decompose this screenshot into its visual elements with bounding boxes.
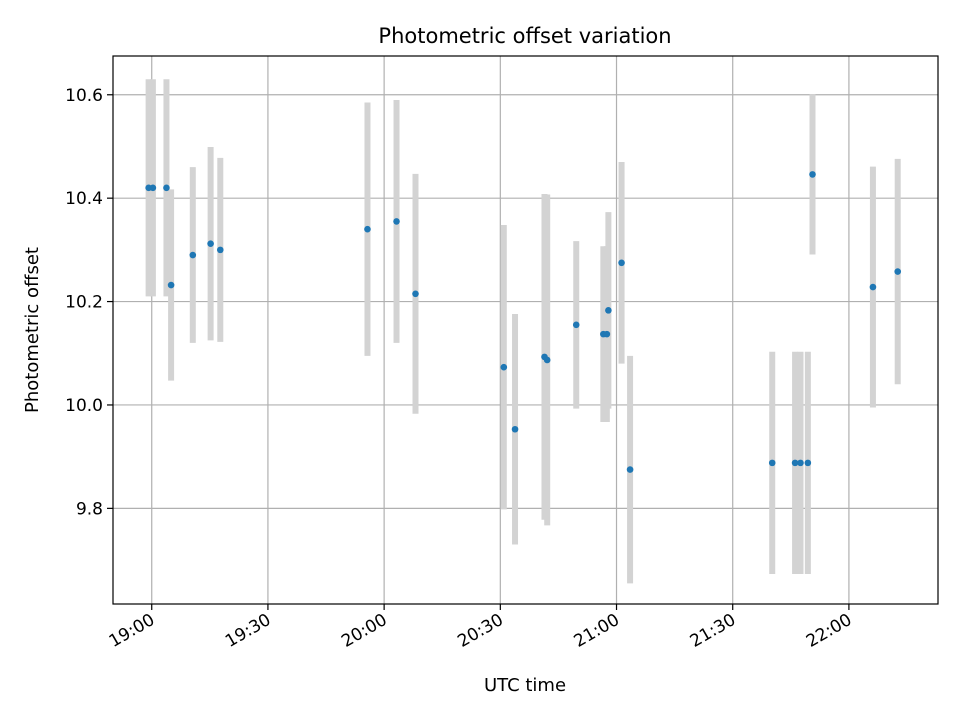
y-tick-label: 10.4 (65, 189, 103, 209)
data-point (500, 363, 508, 371)
data-point (768, 459, 776, 467)
y-tick-label: 10.0 (65, 396, 103, 416)
data-point (207, 240, 214, 247)
data-point (869, 283, 877, 291)
x-tick-label: 22:00 (803, 610, 855, 652)
x-tick-label: 21:00 (571, 610, 623, 652)
data-point (894, 268, 902, 275)
data-point (393, 218, 400, 225)
data-point (626, 466, 634, 473)
data-point (543, 356, 551, 364)
data-point (572, 321, 580, 329)
x-tick-label: 20:30 (454, 610, 506, 652)
error-bars (145, 79, 901, 584)
data-point (167, 281, 175, 289)
data-point (163, 184, 170, 192)
data-point (618, 259, 625, 267)
data-point (189, 251, 197, 259)
data-point (797, 459, 804, 467)
grid (113, 56, 938, 604)
data-point (791, 459, 799, 467)
data-point (605, 307, 612, 314)
x-axis-label: UTC time (484, 675, 566, 696)
ticks: 19:00 19:30 20:00 20:30 21:00 21:30 22:00 9.8 10… (65, 86, 855, 652)
data-point (149, 184, 157, 192)
data-point (412, 290, 419, 298)
data-point (216, 246, 224, 254)
y-tick-label: 10.2 (65, 293, 103, 313)
y-axis-label: Photometric offset (22, 247, 43, 413)
x-tick-label: 19:00 (106, 610, 158, 652)
x-tick-label: 19:30 (222, 610, 274, 652)
data-point (364, 225, 371, 233)
chart-title: Photometric offset variation (378, 24, 671, 48)
data-point (804, 459, 812, 467)
plot-frame (112, 55, 939, 605)
y-tick-label: 9.8 (76, 499, 103, 519)
data-point (603, 330, 611, 338)
data-points (145, 171, 902, 473)
data-point (511, 425, 519, 433)
y-tick-label: 10.6 (65, 86, 103, 106)
data-point (809, 171, 816, 178)
x-tick-label: 21:30 (687, 610, 739, 652)
x-tick-label: 20:00 (338, 610, 390, 652)
